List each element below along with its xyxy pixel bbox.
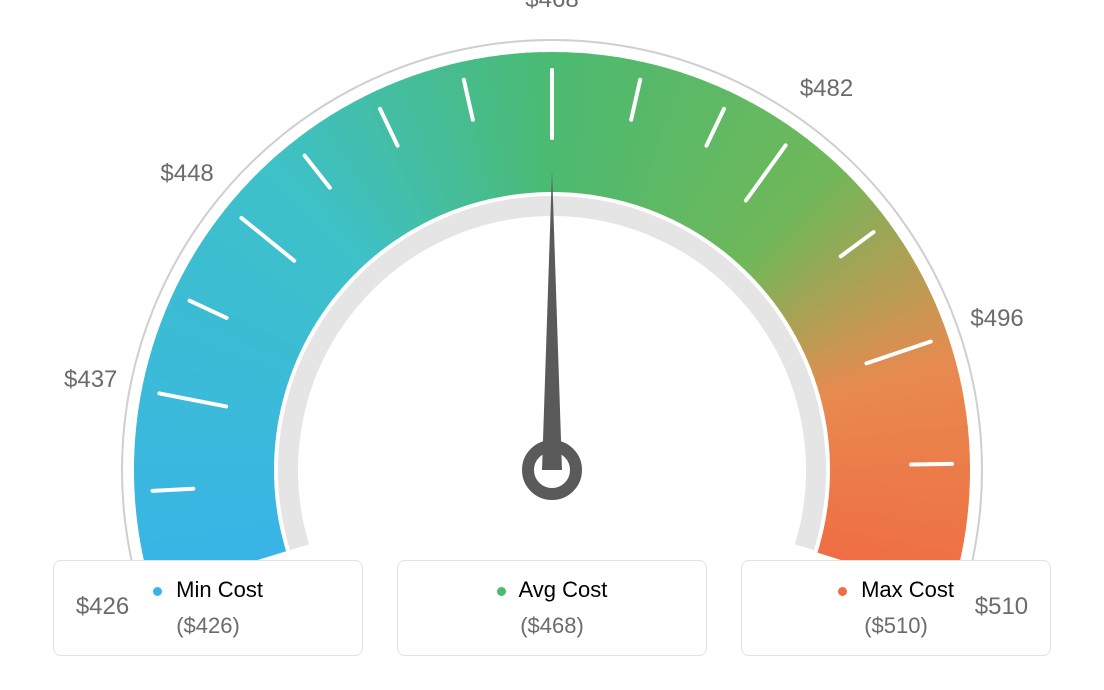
dot-icon [497,587,506,596]
gauge-tick-label: $482 [800,75,853,103]
legend-row: Min Cost ($426) Avg Cost ($468) Max Cost… [0,560,1104,686]
cost-gauge-chart: $426$437$448$468$482$496$510 [0,0,1104,560]
legend-avg-value: ($468) [398,613,706,639]
gauge-tick-label: $426 [76,593,129,621]
gauge-svg [0,0,1104,560]
gauge-tick-label: $448 [160,160,213,188]
gauge-tick [911,464,952,465]
dot-icon [153,587,162,596]
gauge-tick-label: $437 [64,366,117,394]
legend-min-label: Min Cost [176,577,263,602]
dot-icon [838,587,847,596]
legend-max-label: Max Cost [861,577,954,602]
legend-title-avg: Avg Cost [398,577,706,603]
legend-card-avg: Avg Cost ($468) [397,560,707,656]
legend-avg-label: Avg Cost [519,577,608,602]
gauge-tick-label: $510 [975,593,1028,621]
gauge-tick-label: $468 [525,0,578,14]
gauge-tick [153,489,194,491]
gauge-tick-label: $496 [970,305,1023,333]
